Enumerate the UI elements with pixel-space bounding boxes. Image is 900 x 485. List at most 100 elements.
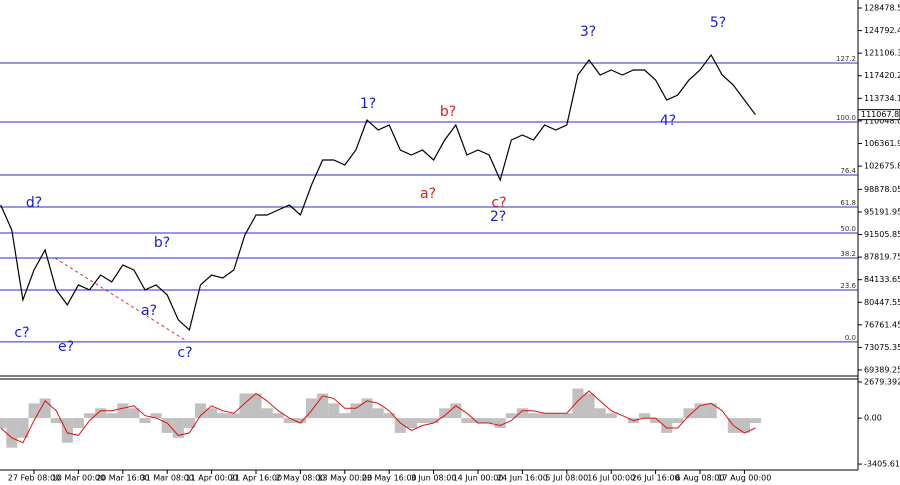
fib-label: 76.4 bbox=[840, 167, 856, 175]
y-tick-label: 98878.05 bbox=[864, 185, 900, 194]
wave-label: 3? bbox=[580, 24, 596, 40]
wave-label: c? bbox=[491, 195, 506, 211]
x-tick-label: 31 Mar 08:00 bbox=[140, 474, 193, 483]
histogram-bar bbox=[95, 408, 107, 419]
histogram-bar bbox=[417, 418, 429, 424]
histogram-bar bbox=[261, 408, 273, 419]
histogram-bar bbox=[705, 403, 717, 419]
histogram-bar bbox=[394, 418, 406, 433]
y-tick-label: 87819.75 bbox=[864, 253, 900, 262]
wave-label: b? bbox=[440, 104, 456, 120]
histogram-bar bbox=[428, 418, 440, 424]
histogram-bar bbox=[661, 418, 673, 433]
histogram-bar bbox=[195, 403, 207, 419]
histogram-bar bbox=[172, 418, 184, 438]
histogram-bar bbox=[139, 418, 151, 424]
histogram-bar bbox=[328, 403, 340, 419]
wave-label: a? bbox=[420, 186, 436, 202]
y-tick-label: 102675.85 bbox=[864, 162, 900, 171]
y-tick-label: 113734.15 bbox=[864, 94, 900, 103]
y-tick-label: 84133.65 bbox=[864, 275, 900, 284]
wave-label: a? bbox=[141, 303, 157, 319]
histogram-bar bbox=[450, 403, 462, 419]
histogram-bar bbox=[650, 418, 662, 424]
histogram-bar bbox=[694, 403, 706, 419]
y-tick-label: 124792.45 bbox=[864, 26, 900, 35]
histogram-bar bbox=[339, 413, 351, 419]
histogram-bar bbox=[72, 418, 84, 428]
histogram-bar bbox=[106, 413, 118, 419]
wave-label: 2? bbox=[490, 209, 506, 225]
histogram-bar bbox=[84, 413, 96, 419]
histogram-bar bbox=[128, 408, 140, 419]
histogram-bar bbox=[439, 408, 451, 419]
wave-label: c? bbox=[177, 345, 192, 361]
x-tick-label: 23 May 16:00 bbox=[362, 474, 417, 483]
wave-label: c? bbox=[14, 325, 29, 341]
x-tick-label: 14 Jun 00:00 bbox=[453, 474, 504, 483]
x-tick-label: 21 Apr 16:00 bbox=[230, 474, 282, 483]
x-tick-label: 11 Apr 00:00 bbox=[186, 474, 238, 483]
histogram-bar bbox=[317, 393, 329, 419]
histogram-bar bbox=[294, 418, 306, 424]
histogram-bar bbox=[39, 398, 51, 419]
histogram-bar bbox=[594, 408, 606, 419]
histogram-bar bbox=[639, 413, 651, 419]
x-tick-label: 20 Mar 16:00 bbox=[96, 474, 149, 483]
y-tick-label: 0.00 bbox=[864, 414, 882, 423]
fib-label: 50.0 bbox=[840, 225, 856, 233]
x-tick-label: 16 Jul 00:00 bbox=[587, 474, 635, 483]
histogram-bar bbox=[561, 413, 573, 419]
x-tick-label: 26 Jul 16:00 bbox=[632, 474, 680, 483]
fib-label: 23.6 bbox=[840, 282, 856, 290]
histogram-bar bbox=[17, 418, 29, 438]
histogram-bar bbox=[528, 413, 540, 419]
histogram-bar bbox=[539, 413, 551, 419]
histogram-bar bbox=[572, 388, 584, 419]
trend-line bbox=[54, 257, 186, 341]
histogram-bar bbox=[272, 413, 284, 419]
histogram-bar bbox=[516, 408, 528, 419]
fib-label: 38.2 bbox=[840, 250, 856, 258]
fib-label: 61.8 bbox=[840, 199, 856, 207]
y-tick-label: 117420.25 bbox=[864, 71, 900, 80]
histogram-bar bbox=[117, 403, 129, 419]
fib-label: 0.0 bbox=[845, 334, 856, 342]
histogram-bar bbox=[405, 418, 417, 428]
histogram-bar bbox=[228, 413, 240, 419]
y-tick-label: 73075.35 bbox=[864, 343, 900, 352]
histogram-bar bbox=[750, 418, 762, 424]
histogram-bar bbox=[505, 413, 517, 419]
histogram-bar bbox=[61, 418, 73, 443]
y-tick-label: 110048.05 bbox=[864, 116, 900, 125]
y-tick-label: 91505.85 bbox=[864, 230, 900, 239]
wave-label: e? bbox=[58, 339, 74, 355]
y-tick-label: -3405.613 bbox=[864, 460, 900, 469]
histogram-bar bbox=[494, 418, 506, 428]
x-tick-label: 24 Jun 16:00 bbox=[497, 474, 548, 483]
wave-label: b? bbox=[154, 235, 170, 251]
x-tick-label: 10 Mar 00:00 bbox=[52, 474, 105, 483]
price-line bbox=[0, 53, 756, 332]
histogram-bar bbox=[150, 413, 162, 419]
x-tick-label: 2 May 08:00 bbox=[276, 474, 326, 483]
y-tick-label: 69389.25 bbox=[864, 366, 900, 375]
histogram-bar bbox=[483, 418, 495, 424]
histogram-bar bbox=[28, 403, 40, 419]
x-tick-label: 27 Feb 08:00 bbox=[8, 474, 60, 483]
x-tick-label: 17 Aug 00:00 bbox=[717, 474, 771, 483]
y-tick-label: 2679.392 bbox=[864, 377, 900, 386]
histogram-bar bbox=[472, 418, 484, 424]
last-price-box bbox=[857, 109, 900, 121]
histogram-bar bbox=[461, 418, 473, 424]
histogram-bar bbox=[350, 403, 362, 419]
fib-label: 100.0 bbox=[836, 114, 856, 122]
histogram-bar bbox=[0, 418, 7, 428]
y-tick-label: 76761.45 bbox=[864, 320, 900, 329]
x-tick-label: 13 May 00:00 bbox=[317, 474, 372, 483]
histogram-bar bbox=[372, 408, 384, 419]
histogram-bar bbox=[383, 413, 395, 419]
signal-line bbox=[0, 390, 756, 444]
histogram-bar bbox=[161, 418, 173, 433]
